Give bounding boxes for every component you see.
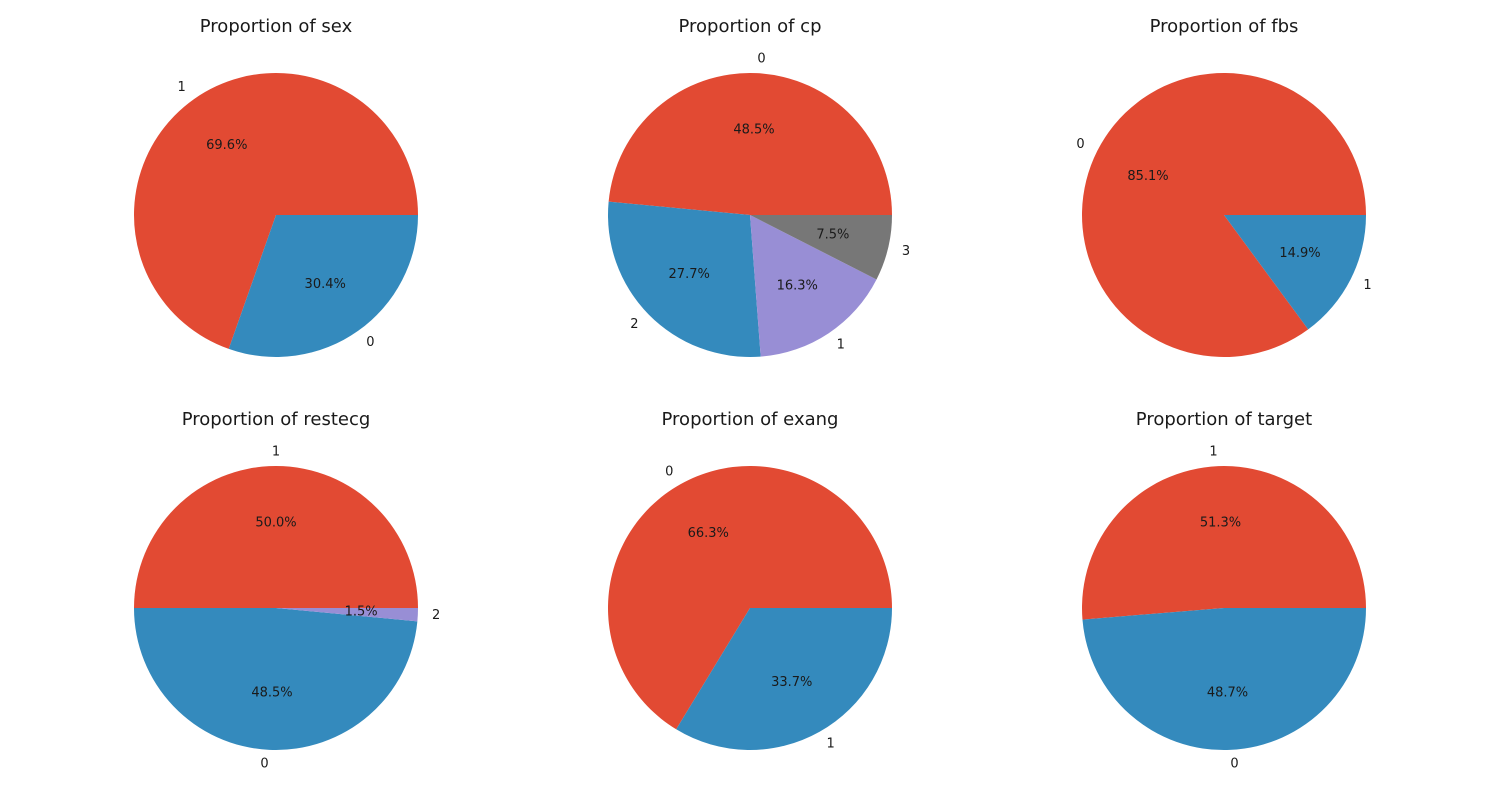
percent-label: 50.0% [255, 515, 296, 530]
pie-chart-4: Proportion of exang 0 66.3% 1 33.7% [608, 409, 892, 752]
percent-label: 27.7% [669, 267, 710, 282]
chart-title: Proportion of cp [679, 16, 822, 37]
chart-title: Proportion of restecg [182, 409, 371, 430]
slice-label: 1 [837, 338, 845, 353]
pie-slice-0 [1082, 72, 1366, 357]
slice-label: 0 [1230, 757, 1238, 772]
pie-slice-1 [676, 608, 892, 751]
percent-label: 48.5% [733, 122, 774, 137]
slice-label: 2 [432, 608, 440, 623]
percent-label: 51.3% [1200, 515, 1241, 530]
percent-label: 66.3% [688, 526, 729, 541]
percent-label: 33.7% [771, 675, 812, 690]
slice-label: 0 [366, 335, 374, 350]
pie-chart-1: Proportion of cp 0 48.5% 2 27.7% 1 16.3% 3 7.5% [607, 16, 910, 358]
pie-slice-1 [134, 466, 418, 608]
pie-slice-0 [608, 73, 892, 215]
pie-slice-1 [134, 72, 418, 349]
percent-label: 48.7% [1207, 686, 1248, 701]
percent-label: 48.5% [251, 686, 292, 701]
chart-title: Proportion of exang [662, 409, 839, 430]
pie-slice-0 [228, 215, 418, 357]
percent-label: 85.1% [1127, 169, 1168, 184]
slice-label: 0 [757, 51, 765, 66]
pie-slice-1 [1082, 466, 1366, 620]
chart-title: Proportion of fbs [1150, 16, 1299, 37]
slice-label: 0 [665, 464, 673, 479]
percent-label: 7.5% [816, 227, 849, 242]
slice-label: 2 [630, 317, 638, 332]
slice-label: 1 [1209, 444, 1217, 459]
percent-label: 69.6% [206, 138, 247, 153]
pie-slice-1 [750, 215, 877, 357]
chart-title: Proportion of target [1136, 409, 1312, 430]
slice-label: 0 [260, 757, 268, 772]
pie-chart-0: Proportion of sex 1 69.6% 0 30.4% [134, 16, 418, 357]
slice-label: 1 [272, 444, 280, 459]
chart-title: Proportion of sex [200, 16, 353, 37]
percent-label: 16.3% [777, 278, 818, 293]
pie-slice-0 [134, 608, 418, 750]
pie-slice-0 [608, 466, 892, 730]
slice-label: 1 [1363, 278, 1371, 293]
pie-slice-0 [1082, 608, 1366, 751]
percent-label: 14.9% [1279, 246, 1320, 261]
pie-chart-3: Proportion of restecg 1 50.0% 0 48.5% 2 1.5% [134, 409, 440, 772]
percent-label: 1.5% [345, 605, 378, 620]
slice-label: 0 [1076, 137, 1084, 152]
pie-slice-2 [276, 608, 418, 622]
pie-slice-3 [750, 215, 892, 280]
pie-slice-1 [1224, 215, 1366, 330]
slice-label: 1 [177, 80, 185, 95]
slice-label: 3 [902, 244, 910, 259]
pie-chart-5: Proportion of target 1 51.3% 0 48.7% [1082, 409, 1366, 772]
pie-chart-2: Proportion of fbs 0 85.1% 1 14.9% [1076, 16, 1372, 357]
percent-label: 30.4% [305, 277, 346, 292]
pie-slice-2 [607, 201, 761, 358]
slice-label: 1 [827, 737, 835, 752]
